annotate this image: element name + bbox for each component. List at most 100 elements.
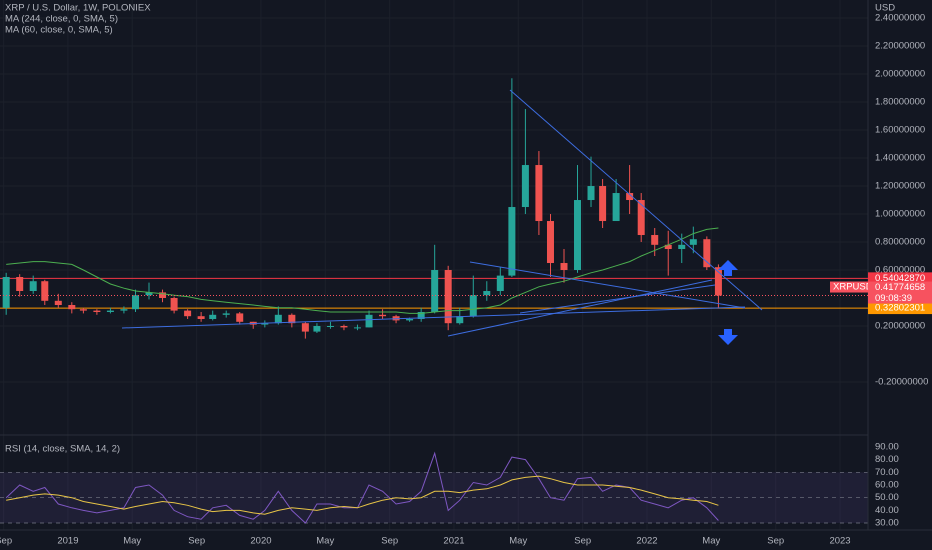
indicator-label: MA (244, close, 0, SMA, 5) (5, 14, 118, 25)
candle-body (16, 277, 24, 292)
rsi-tick-label: 70.00 (875, 467, 899, 478)
candle-body (261, 323, 269, 325)
candle-body (417, 312, 425, 320)
trendline (447, 279, 713, 337)
candle-body (521, 165, 529, 208)
candle-body (444, 270, 452, 324)
trendline (469, 261, 746, 309)
candle-body (68, 305, 76, 310)
candle-body (406, 319, 414, 321)
candle-body (288, 314, 296, 324)
candle-body (469, 295, 477, 317)
candle-body (145, 292, 153, 296)
candle-body (651, 235, 659, 245)
legend-entry: MA (60, close, 0, SMA, 5) (5, 25, 113, 36)
candle-body (637, 200, 645, 236)
last-price-tag (868, 281, 932, 304)
candle-body (93, 310, 101, 313)
x-tick-label: Sep (0, 536, 12, 547)
chart-title: XRP / U.S. Dollar, 1W, POLONIEX (5, 3, 151, 14)
candle-body (664, 244, 672, 250)
candle-body (535, 165, 543, 222)
level-label: 0.54042870 (875, 273, 925, 284)
y-tick-label: 2.00000000 (875, 69, 925, 80)
candle-body (170, 298, 178, 311)
symbol-label: XRPUSD (833, 282, 873, 293)
rsi-line (6, 475, 719, 515)
candle-body (2, 277, 10, 308)
y-tick-label: 0.20000000 (875, 321, 925, 332)
x-tick-label: May (123, 536, 141, 547)
x-tick-label: Sep (767, 536, 784, 547)
rsi-tick-label: 60.00 (875, 480, 899, 491)
candle-body (274, 314, 282, 324)
trendline (519, 284, 716, 314)
x-tick-label: Sep (188, 536, 205, 547)
rsi-tick-label: 30.00 (875, 518, 899, 529)
symbol-tag (830, 281, 868, 293)
rsi-tick-label: 90.00 (875, 441, 899, 452)
level-label: 0.32802301 (875, 303, 925, 314)
trendline (121, 306, 746, 329)
y-tick-label: 2.40000000 (875, 13, 925, 24)
y-tick-label: 1.20000000 (875, 181, 925, 192)
candle-body (626, 193, 634, 201)
x-tick-label: May (702, 536, 720, 547)
candle-body (574, 200, 582, 271)
rsi-tick-label: 40.00 (875, 505, 899, 516)
candle-body (41, 281, 49, 301)
candle-body (106, 310, 114, 313)
candle-body (546, 221, 554, 264)
x-tick-label: 2019 (57, 536, 78, 547)
x-tick-label: 2023 (829, 536, 850, 547)
candle-body (431, 270, 439, 313)
y-tick-label: -0.20000000 (875, 377, 928, 388)
candle-body (612, 193, 620, 222)
candle-body (379, 314, 387, 317)
candle-body (197, 316, 205, 320)
x-tick-label: 2020 (250, 536, 271, 547)
x-tick-label: May (316, 536, 334, 547)
level-tag (868, 302, 932, 315)
rsi-line (5, 451, 719, 524)
up-arrow (718, 260, 738, 276)
y-tick-label: 2.20000000 (875, 41, 925, 52)
y-tick-label: 1.40000000 (875, 153, 925, 164)
candle-body (120, 309, 128, 311)
candle-body (714, 267, 722, 296)
grid (0, 471, 868, 524)
rsi-title: RSI (14, close, SMA, 14, 2) (5, 444, 120, 455)
y-tick-label: 0.80000000 (875, 237, 925, 248)
candle-body (313, 325, 321, 332)
x-tick-label: 2022 (636, 536, 657, 547)
candle-body (184, 310, 192, 317)
candle-body (29, 281, 37, 292)
y-tick-label: 1.80000000 (875, 97, 925, 108)
y-axis-label: USD (875, 3, 895, 14)
rsi-tick-label: 50.00 (875, 492, 899, 503)
candle-body (599, 186, 607, 222)
x-tick-label: Sep (574, 536, 591, 547)
candle-body (508, 207, 516, 276)
x-tick-label: Sep (381, 536, 398, 547)
candle-body (365, 314, 373, 328)
x-tick-label: 2021 (443, 536, 464, 547)
candle-body (301, 323, 309, 332)
candle-body (326, 325, 334, 327)
trendline (509, 89, 763, 311)
y-tick-label: 0.60000000 (875, 265, 925, 276)
candle-body (236, 313, 244, 322)
ma-line (6, 227, 719, 314)
candle-body (560, 263, 568, 271)
candle-body (222, 313, 230, 315)
candle-body (54, 300, 62, 306)
rsi-tick-label: 80.00 (875, 454, 899, 465)
marks (0, 78, 868, 524)
candle-body (209, 314, 217, 320)
candle-body (483, 291, 491, 296)
trendlines (121, 89, 763, 337)
x-tick-label: May (509, 536, 527, 547)
countdown-label: 09:08:39 (875, 293, 912, 304)
